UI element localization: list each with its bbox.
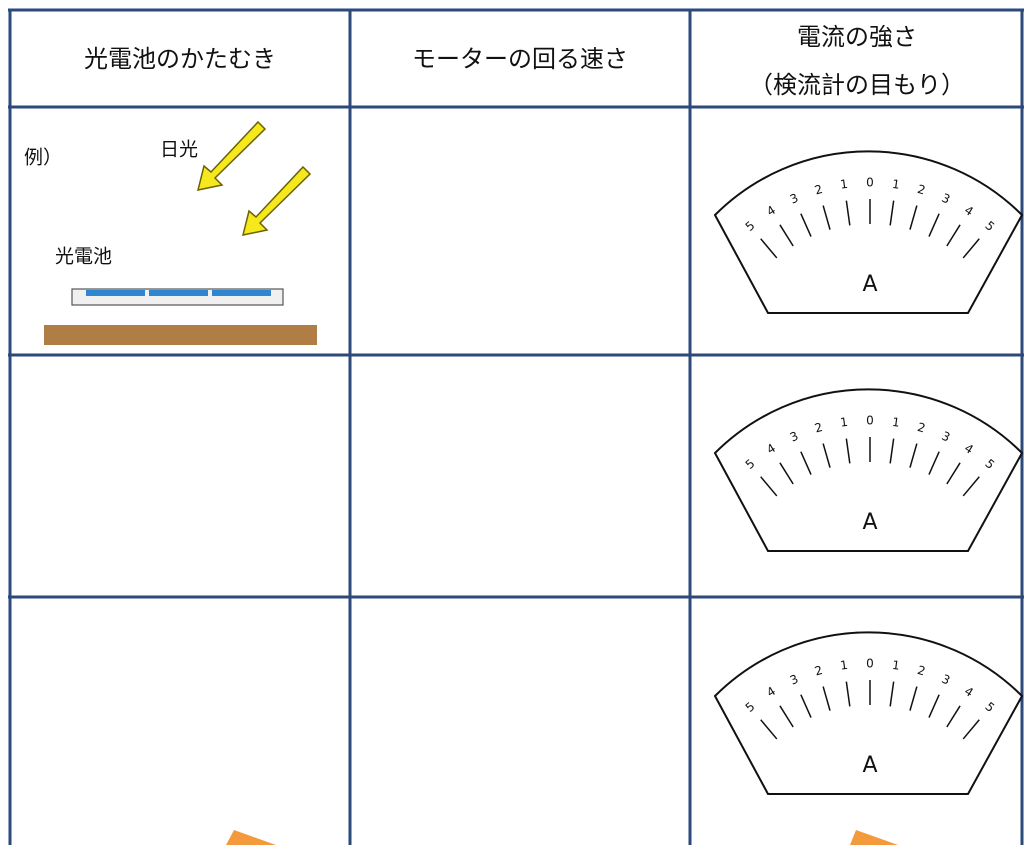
meter-scale-label: 2 <box>813 182 824 198</box>
meter-scale-label: 2 <box>916 182 927 198</box>
meter-tick <box>800 451 812 475</box>
meter-outline <box>713 150 1024 314</box>
meter-tick <box>760 719 778 740</box>
meter-unit: A <box>862 753 877 778</box>
meter-tick <box>909 686 918 711</box>
meter-tick <box>889 200 895 226</box>
meter-tick <box>909 205 918 230</box>
meter-tick <box>822 205 831 230</box>
meter-scale-label: 0 <box>866 657 874 671</box>
meter-tick <box>779 705 794 728</box>
meter-tick <box>909 443 918 468</box>
meter-outline <box>713 388 1024 552</box>
arrow-tip <box>850 830 898 845</box>
meter-unit: A <box>862 272 877 297</box>
sunlight-label: 日光 <box>160 139 198 161</box>
meter-tick <box>845 438 851 464</box>
meter-scale-label: 2 <box>916 420 927 436</box>
meter-tick <box>800 694 812 718</box>
meter-scale-label: 1 <box>839 658 849 673</box>
meter-unit: A <box>862 510 877 535</box>
meter-scale-label: 2 <box>813 420 824 436</box>
meter-tick <box>822 443 831 468</box>
meter-tick <box>962 719 980 740</box>
cell-label: 光電池 <box>55 246 112 268</box>
meter-tick <box>962 476 980 497</box>
table-grid <box>8 8 1024 845</box>
meter-scale-label: 0 <box>866 414 874 428</box>
meter-tick <box>845 200 851 226</box>
arrow <box>241 165 312 236</box>
meter-scale-label: 1 <box>891 177 901 192</box>
meter-tick <box>822 686 831 711</box>
solar-cells <box>86 290 271 296</box>
meter-scale-label: 2 <box>813 663 824 679</box>
meter-tick <box>779 462 794 485</box>
header-cell: 光電池のかたむき <box>84 45 276 73</box>
meter-tick <box>760 476 778 497</box>
meter-scale-label: 1 <box>839 177 849 192</box>
header-cell: （検流計の目もり） <box>749 71 965 99</box>
cell-group <box>212 290 271 296</box>
meter-tick <box>928 213 940 237</box>
meter-tick <box>962 238 980 259</box>
meter-scale-label: 1 <box>891 415 901 430</box>
cell-group <box>86 290 145 296</box>
arrow-tip <box>226 830 276 845</box>
sun-arrows <box>196 120 312 236</box>
arrow <box>196 120 267 191</box>
cell-group <box>149 290 208 296</box>
meter-tick <box>760 238 778 259</box>
meter-tick <box>946 705 961 728</box>
meter-tick <box>800 213 812 237</box>
meter-scale-label: 1 <box>891 658 901 673</box>
meter-tick <box>845 681 851 707</box>
meter-tick <box>928 451 940 475</box>
meter-tick <box>889 438 895 464</box>
example-label: 例） <box>24 147 62 169</box>
meter-scale-label: 0 <box>866 176 874 190</box>
meter-tick <box>779 224 794 247</box>
meter-scale-label: 1 <box>839 415 849 430</box>
header-cell: モーターの回る速さ <box>412 45 628 73</box>
meter-outline <box>713 631 1024 795</box>
meter-tick <box>928 694 940 718</box>
meter-tick <box>889 681 895 707</box>
header-cell: 電流の強さ <box>797 23 917 51</box>
ground <box>44 325 317 345</box>
meter-scale-label: 2 <box>916 663 927 679</box>
meter-tick <box>946 462 961 485</box>
meter-tick <box>946 224 961 247</box>
